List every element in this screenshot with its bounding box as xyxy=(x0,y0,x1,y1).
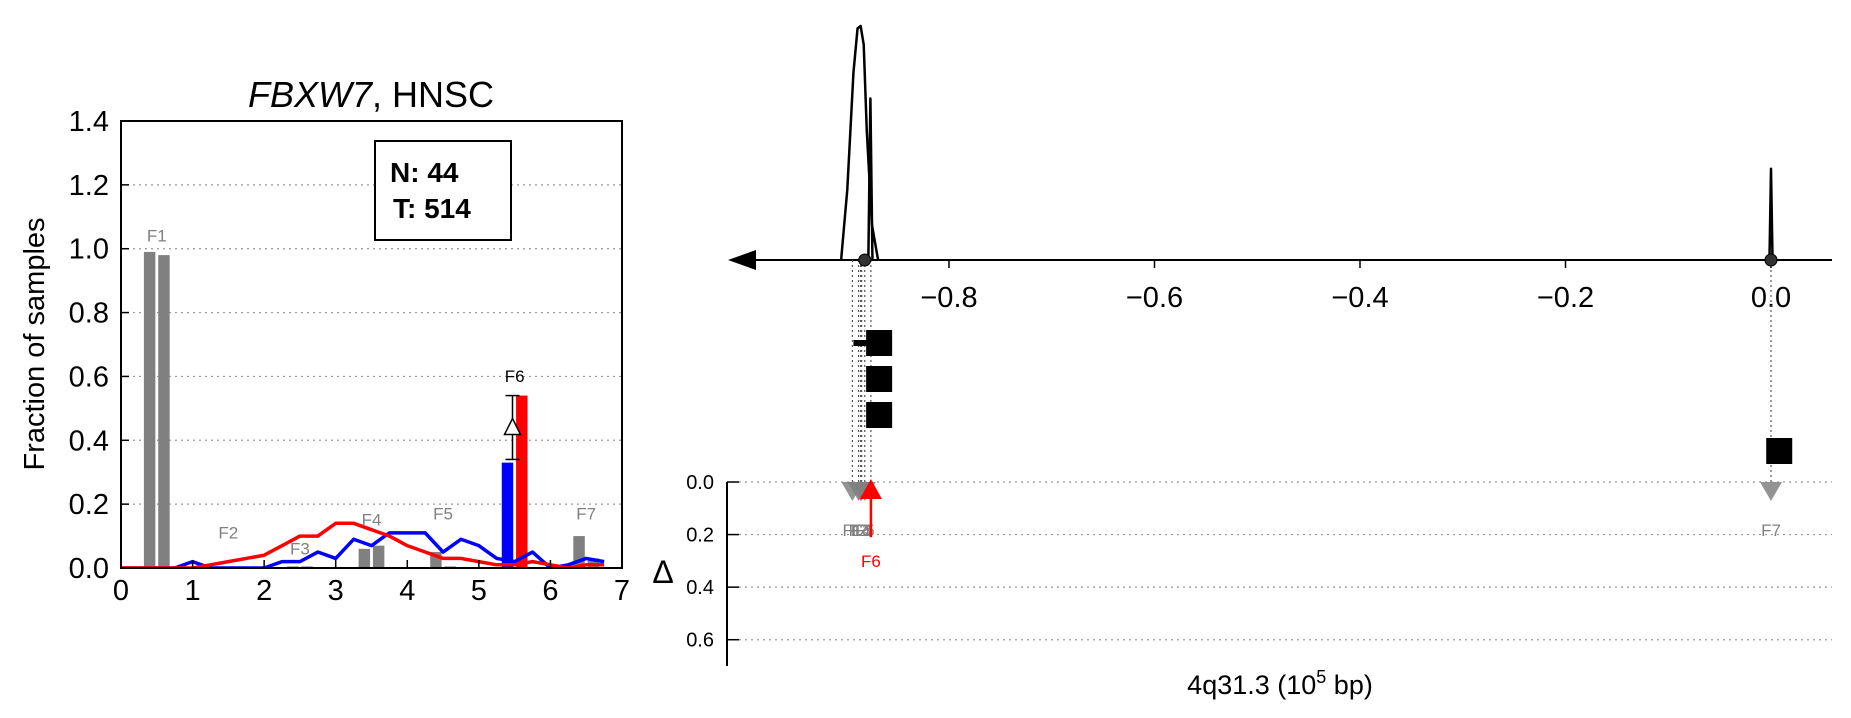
bar-label: F4 xyxy=(362,511,382,530)
left-x-tick-label: 2 xyxy=(256,575,272,607)
stats-tumor-count: T: 514 xyxy=(393,193,471,224)
left-x-tick-label: 7 xyxy=(614,575,630,607)
density-peak-curve xyxy=(1768,167,1774,261)
histogram-bar xyxy=(143,251,156,568)
left-y-tick-label: 0.0 xyxy=(69,553,109,585)
delta-bracket xyxy=(503,394,522,461)
feature-squares xyxy=(853,330,1793,464)
left-y-tick-label: 0.8 xyxy=(69,298,109,330)
left-y-tick-label: 0.4 xyxy=(69,425,109,457)
delta-triangle-icon xyxy=(503,416,522,436)
histogram-bar xyxy=(358,548,371,568)
left-x-tick-label: 6 xyxy=(542,575,558,607)
genome-x-axis-label: 4q31.3 (105 bp) xyxy=(1187,667,1373,700)
left-x-tick-label: 1 xyxy=(185,575,201,607)
delta-y-tick-label: 0.6 xyxy=(686,630,714,652)
bar-label: F6 xyxy=(505,367,525,386)
title-cohort: , HNSC xyxy=(372,74,494,115)
breakpoint-dots xyxy=(858,253,1778,267)
delta-y-tick-label: 0.0 xyxy=(686,472,714,494)
genome-x-tick-label: −0.6 xyxy=(1126,282,1183,314)
histogram-bar xyxy=(372,545,385,568)
feature-marker-up-icon xyxy=(859,479,882,499)
breakpoint-guides xyxy=(851,260,1772,482)
histogram-bar xyxy=(501,462,514,568)
delta-axis-label: Δ xyxy=(652,554,673,590)
genome-x-tick-label: −0.2 xyxy=(1537,282,1594,314)
genome-x-ticks: −0.8 −0.6 −0.4 −0.2 0.0 xyxy=(920,260,1791,314)
feature-marker-label: F2 xyxy=(849,521,869,540)
bar-label: F1 xyxy=(147,227,167,246)
title-gene: FBXW7 xyxy=(248,74,374,115)
feature-square-icon xyxy=(866,402,893,428)
feature-marker-label: F7 xyxy=(1761,521,1781,540)
delta-y-ticks: 0.0 0.2 0.4 0.6 xyxy=(686,472,739,652)
genome-axis-arrow-icon xyxy=(728,250,756,270)
left-y-tick-label: 1.2 xyxy=(69,170,109,202)
fraction-series-line xyxy=(121,521,605,568)
left-histogram-panel: FBXW7, HNSC Fraction of samples F1 F2 F3 F4… xyxy=(19,74,630,607)
left-x-ticks: 0 1 2 3 4 5 6 7 xyxy=(113,560,630,607)
breakpoint-dot xyxy=(1764,253,1778,267)
left-y-axis-label: Fraction of samples xyxy=(19,217,51,470)
bar-label: F5 xyxy=(433,504,453,523)
stats-normal-count: N: 44 xyxy=(390,157,459,188)
xlabel-prefix: 4q31.3 (10 xyxy=(1187,670,1316,700)
stats-box-frame xyxy=(374,140,512,241)
bar-label: F2 xyxy=(218,523,238,542)
left-bar-labels: F1 F2 F3 F4 F5 F6 F7 xyxy=(147,227,596,559)
left-x-tick-label: 3 xyxy=(328,575,344,607)
left-y-tick-label: 0.6 xyxy=(69,361,109,393)
delta-gridlines xyxy=(727,481,1832,641)
left-series-lines xyxy=(121,521,605,568)
left-y-tick-label: 0.2 xyxy=(69,489,109,521)
left-y-ticks: 0.0 0.2 0.4 0.6 0.8 1.0 1.2 1.4 xyxy=(69,106,129,585)
xlabel-suffix: bp) xyxy=(1326,670,1373,700)
right-locus-panel: −0.8 −0.6 −0.4 −0.2 0.0 0.00.20.40.6 Δ F1F2F… xyxy=(652,24,1832,700)
feature-marker-label: F3 xyxy=(852,521,872,540)
left-gridlines xyxy=(121,184,622,505)
feature-marker-label: F6 xyxy=(861,552,881,571)
feature-marker-label: F1 xyxy=(842,521,862,540)
left-plot-frame xyxy=(120,120,623,569)
left-y-tick-label: 1.4 xyxy=(69,106,109,138)
feature-marker-label: F4 xyxy=(851,521,871,540)
feature-square-icon xyxy=(1766,438,1793,464)
stats-box: N: 44 T: 514 xyxy=(374,140,512,241)
bar-label: F3 xyxy=(290,539,310,558)
bar-label: F7 xyxy=(576,504,596,523)
xlabel-exponent: 5 xyxy=(1316,667,1326,687)
genome-x-tick-label: 0.0 xyxy=(1751,282,1791,314)
left-x-tick-label: 0 xyxy=(113,575,129,607)
feature-square-icon xyxy=(866,366,893,392)
left-chart-title: FBXW7, HNSC xyxy=(248,74,494,115)
histogram-bar xyxy=(573,536,585,568)
density-peak-curve xyxy=(867,97,874,261)
left-x-tick-label: 4 xyxy=(399,575,415,607)
genome-x-tick-label: −0.4 xyxy=(1331,282,1388,314)
histogram-bar xyxy=(158,255,170,568)
genome-x-tick-label: −0.8 xyxy=(920,282,977,314)
feature-square-icon xyxy=(866,330,893,356)
delta-y-tick-label: 0.4 xyxy=(686,577,714,599)
feature-marker-down-icon xyxy=(1760,482,1782,501)
breakpoint-dot xyxy=(858,253,872,267)
histogram-bar xyxy=(516,395,528,568)
density-peaks xyxy=(839,24,1774,261)
left-y-tick-label: 1.0 xyxy=(69,234,109,266)
histogram-bar xyxy=(430,552,442,568)
left-x-tick-label: 5 xyxy=(471,575,487,607)
delta-y-tick-label: 0.2 xyxy=(686,525,714,547)
